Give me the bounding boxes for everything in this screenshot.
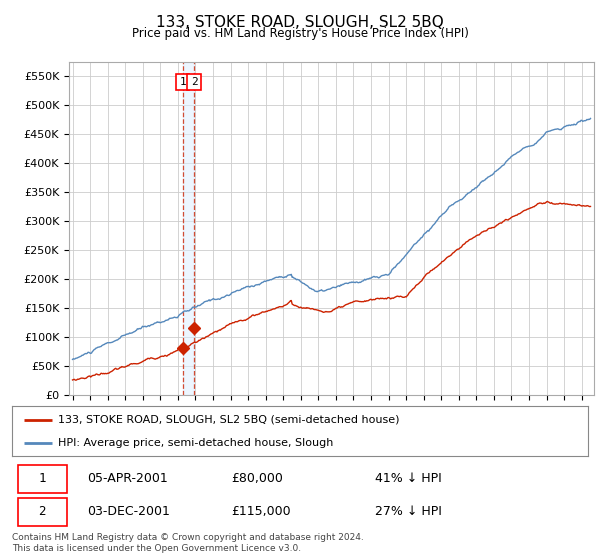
FancyBboxPatch shape: [18, 498, 67, 526]
FancyBboxPatch shape: [18, 465, 67, 493]
Text: 1: 1: [38, 472, 46, 486]
Text: 2: 2: [191, 77, 197, 87]
Text: 27% ↓ HPI: 27% ↓ HPI: [375, 505, 442, 518]
Text: 05-APR-2001: 05-APR-2001: [87, 472, 167, 486]
Text: £80,000: £80,000: [231, 472, 283, 486]
Text: 133, STOKE ROAD, SLOUGH, SL2 5BQ: 133, STOKE ROAD, SLOUGH, SL2 5BQ: [156, 15, 444, 30]
Text: 03-DEC-2001: 03-DEC-2001: [87, 505, 170, 518]
Text: 133, STOKE ROAD, SLOUGH, SL2 5BQ (semi-detached house): 133, STOKE ROAD, SLOUGH, SL2 5BQ (semi-d…: [58, 414, 400, 424]
Text: 2: 2: [38, 505, 46, 518]
Text: 41% ↓ HPI: 41% ↓ HPI: [375, 472, 442, 486]
Text: 1: 1: [179, 77, 186, 87]
Bar: [182, 62, 194, 395]
Text: Contains HM Land Registry data © Crown copyright and database right 2024.
This d: Contains HM Land Registry data © Crown c…: [12, 533, 364, 553]
Text: Price paid vs. HM Land Registry's House Price Index (HPI): Price paid vs. HM Land Registry's House …: [131, 27, 469, 40]
Text: HPI: Average price, semi-detached house, Slough: HPI: Average price, semi-detached house,…: [58, 438, 334, 448]
Text: £115,000: £115,000: [231, 505, 290, 518]
